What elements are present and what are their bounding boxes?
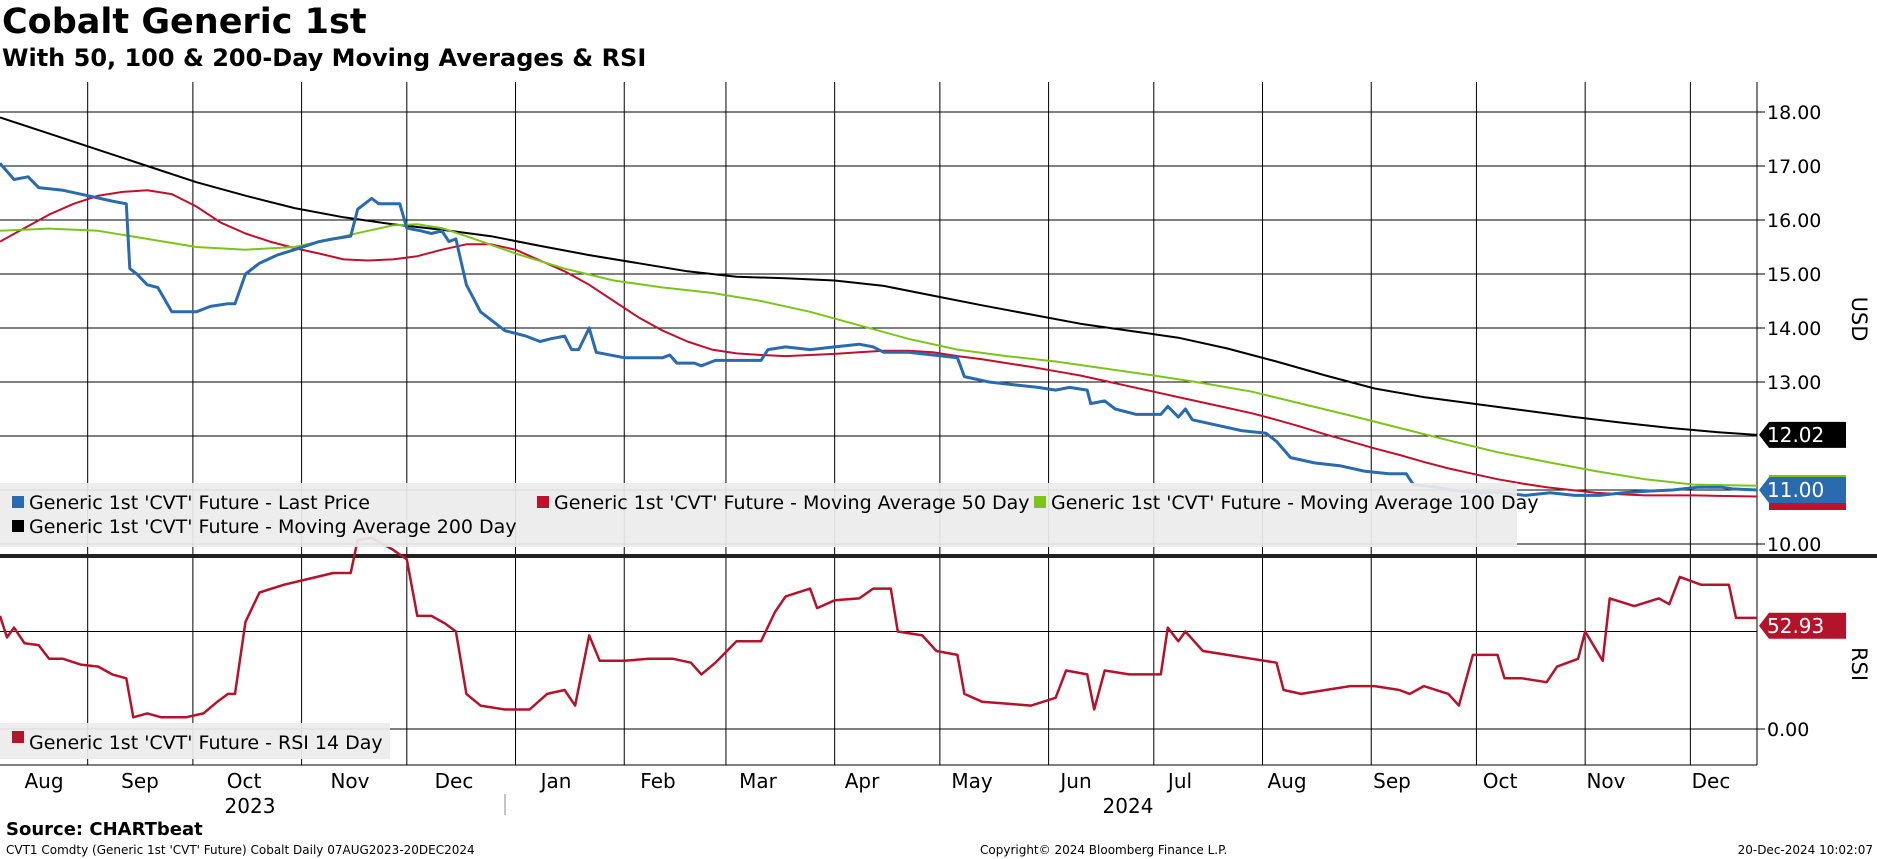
x-tick-label: Nov (1586, 769, 1625, 793)
price-tick-label: 13.00 (1767, 372, 1821, 394)
legend-rsi-label: Generic 1st 'CVT' Future - RSI 14 Day (29, 732, 383, 754)
chart-subtitle: With 50, 100 & 200-Day Moving Averages &… (2, 44, 647, 72)
x-tick-label: Sep (121, 769, 159, 793)
ma200-last-value-bg (1759, 421, 1846, 448)
last-price-value: 11.00 (1767, 478, 1824, 502)
footer-timestamp: 20-Dec-2024 10:02:07 (1737, 843, 1873, 857)
x-tick-label: Dec (1692, 769, 1731, 793)
panel-separator (0, 554, 1877, 558)
legend-last-price-label: Generic 1st 'CVT' Future - Last Price (29, 492, 370, 514)
x-tick-label: Nov (330, 769, 369, 793)
footer-ticker-info: CVT1 Comdty (Generic 1st 'CVT' Future) C… (6, 843, 475, 857)
ma200-last-value: 12.02 (1767, 423, 1824, 447)
legend-ma100-swatch (1034, 496, 1046, 508)
legend-ma50-swatch (537, 496, 549, 508)
x-tick-label: Sep (1373, 769, 1411, 793)
ma200-line (0, 116, 1758, 436)
year-label: 2024 (1103, 794, 1154, 818)
x-tick-label: Apr (845, 769, 880, 793)
x-tick-label: Dec (435, 769, 474, 793)
price-tick-label: 18.00 (1767, 102, 1821, 124)
price-panel (0, 82, 1757, 556)
price-tick-label: 17.00 (1767, 156, 1821, 178)
x-tick-label: Jun (1058, 769, 1091, 793)
x-tick-label: Mar (739, 769, 778, 793)
x-tick-label: Jan (539, 769, 572, 793)
ma100-line (0, 223, 1758, 487)
legend-rsi-swatch (12, 731, 24, 743)
price-tick-label: 16.00 (1767, 210, 1821, 232)
rsi-line (0, 536, 1757, 719)
rsi-tick-label: 0.00 (1767, 719, 1809, 741)
last-price-value-bg (1759, 477, 1846, 503)
chart-title: Cobalt Generic 1st (2, 2, 367, 42)
price-axis-unit: USD (1847, 297, 1871, 342)
rsi-last-value: 52.93 (1767, 614, 1824, 638)
legend-ma50-label: Generic 1st 'CVT' Future - Moving Averag… (554, 492, 1029, 514)
x-tick-label: Oct (1483, 769, 1518, 793)
rsi-legend (0, 723, 390, 759)
price-legend (0, 483, 1517, 547)
legend-ma100-label: Generic 1st 'CVT' Future - Moving Averag… (1051, 492, 1539, 514)
legend-last-price-swatch (12, 496, 24, 508)
x-tick-label: May (951, 769, 993, 793)
year-label: 2023 (225, 794, 276, 818)
price-tick-label: 15.00 (1767, 264, 1821, 286)
x-tick-label: Oct (227, 769, 262, 793)
x-tick-label: Aug (1267, 769, 1306, 793)
source-note: Source: CHARTbeat (6, 819, 203, 840)
legend-ma200-label: Generic 1st 'CVT' Future - Moving Averag… (29, 516, 517, 538)
price-tick-label: 10.00 (1767, 534, 1821, 556)
legend-ma200-swatch (12, 520, 24, 532)
last-price-line (0, 162, 1758, 497)
price-tick-label: 14.00 (1767, 318, 1821, 340)
rsi-axis-unit: RSI (1847, 647, 1871, 681)
x-tick-label: Aug (24, 769, 63, 793)
rsi-last-value-bg (1759, 612, 1846, 639)
x-tick-label: Jul (1166, 769, 1192, 793)
footer-copyright: Copyright© 2024 Bloomberg Finance L.P. (980, 843, 1228, 857)
x-tick-label: Feb (640, 769, 675, 793)
